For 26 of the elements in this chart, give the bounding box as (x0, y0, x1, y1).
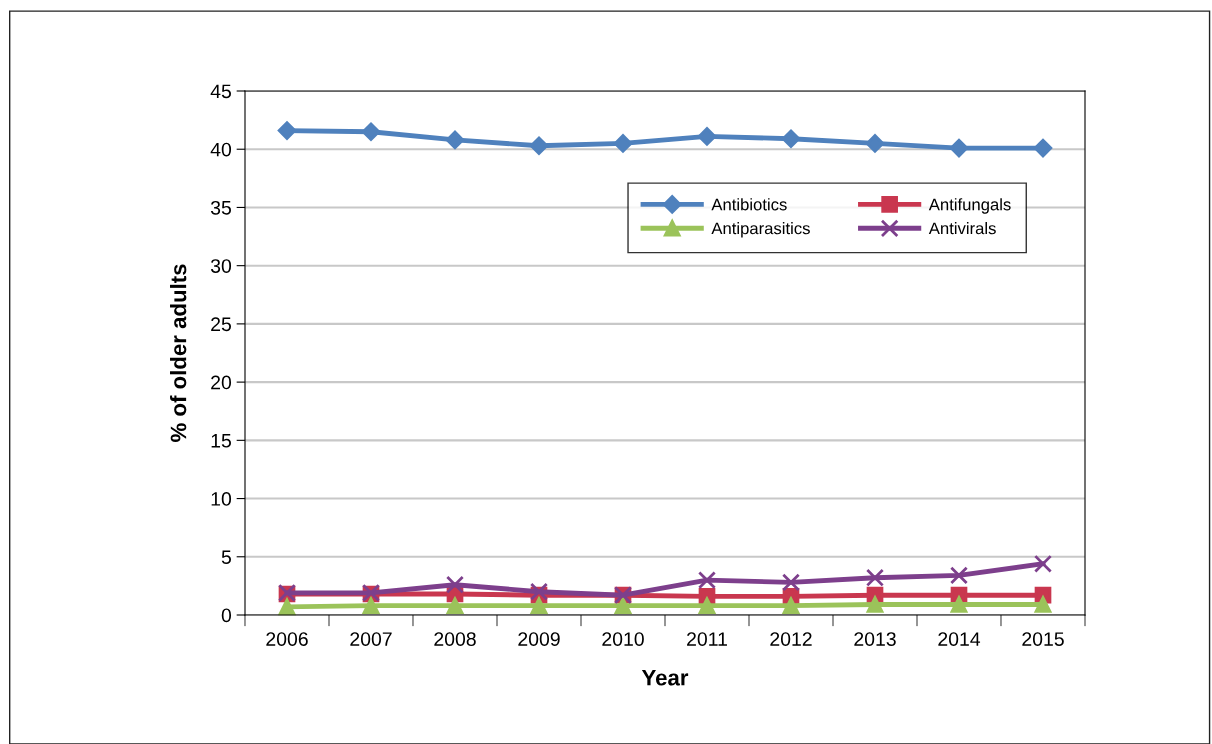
x-tick-label: 2009 (518, 632, 560, 646)
y-tick-label: 0 (221, 608, 232, 623)
x-tick-label: 2010 (602, 632, 644, 646)
x-tick-label: 2012 (770, 632, 812, 646)
legend-label: Antibiotics (711, 198, 787, 211)
y-tick-label: 25 (211, 317, 231, 332)
y-tick-label: 5 (221, 550, 231, 565)
x-tick-label: 2011 (687, 632, 727, 646)
y-tick-label: 10 (211, 492, 232, 506)
x-tick-label: 2007 (350, 632, 392, 646)
y-tick-label: 20 (211, 375, 232, 390)
y-tick-label: 45 (210, 84, 231, 99)
x-tick-label: 2008 (434, 632, 476, 646)
legend-label: Antifungals (928, 198, 1011, 214)
y-axis-title: % of older adults (170, 264, 187, 442)
x-tick-label: 2013 (854, 632, 896, 646)
y-tick-label: 30 (210, 259, 232, 273)
legend-label: Antivirals (928, 222, 996, 235)
y-tick-label: 40 (210, 142, 232, 157)
x-tick-label: 2015 (1022, 632, 1064, 646)
y-tick-label: 35 (210, 200, 231, 215)
legend-label: Antiparasitics (711, 222, 810, 238)
x-tick-label: 2006 (266, 632, 308, 646)
x-tick-label: 2014 (938, 632, 981, 646)
x-axis-title: Year (641, 670, 689, 686)
y-tick-label: 15 (211, 434, 231, 448)
